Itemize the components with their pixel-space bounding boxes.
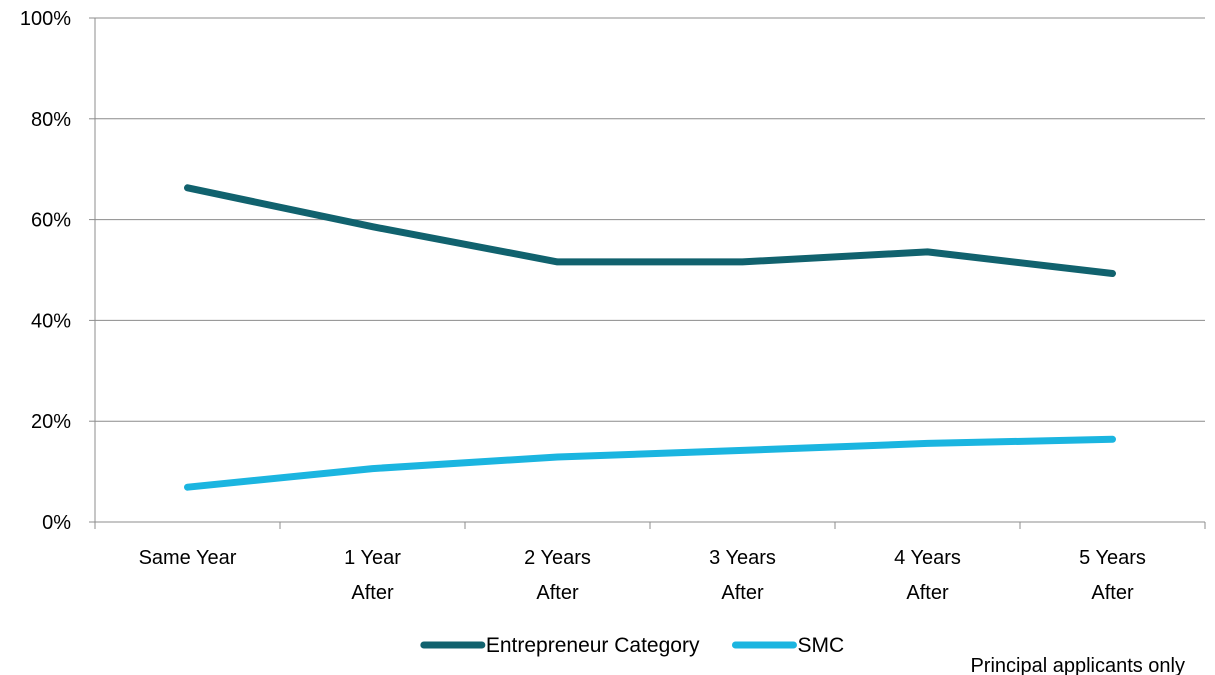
x-tick-label: 4 Years [894,547,961,569]
legend-label: Entrepreneur Category [486,634,700,657]
series-line [184,184,1116,277]
y-tick-label: 60% [31,210,71,232]
data-point [1112,273,1113,275]
x-tick-label: 2 Years [524,547,591,569]
annotation-note: Principal applicants only [970,655,1185,675]
legend-label: SMC [797,634,844,657]
series-lines [184,184,1116,491]
series-line [184,435,1116,491]
data-point [557,261,558,263]
x-tick-label: After [351,582,394,604]
legend: Entrepreneur Category SMC [420,634,844,657]
data-point [742,261,743,263]
x-tick-label: After [721,582,764,604]
y-tick-label: 20% [31,411,71,433]
data-point [927,442,928,444]
data-point [187,486,188,488]
y-tick-label: 100% [20,8,71,30]
data-point [372,468,373,470]
gridlines [95,17,1205,422]
data-point [1112,438,1113,440]
data-point [372,226,373,228]
y-tick-label: 80% [31,109,71,131]
x-tick-label: 5 Years [1079,547,1146,569]
y-axis-tick-labels: 0% 20% 40% 60% 80% 100% [20,8,71,534]
x-tick-label: After [536,582,579,604]
x-tick-label: Same Year [139,547,237,569]
data-point [742,449,743,451]
data-point [187,187,188,189]
x-tick-label: 1 Year [344,547,401,569]
data-point [557,456,558,458]
y-tick-label: 0% [42,512,71,534]
axes [89,17,1206,529]
y-tick-label: 40% [31,310,71,332]
x-tick-label: After [906,582,949,604]
x-tick-label: 3 Years [709,547,776,569]
x-axis-tick-labels: Same Year 1 Year After 2 Years After 3 Years A… [139,547,1146,604]
data-point [927,251,928,253]
x-tick-label: After [1091,582,1134,604]
